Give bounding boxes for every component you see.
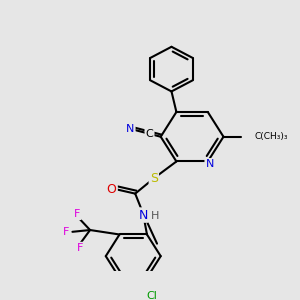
Text: C(CH₃)₃: C(CH₃)₃ [255,132,288,141]
Text: F: F [74,209,80,219]
Text: N: N [138,208,148,222]
Text: H: H [151,211,159,221]
Text: S: S [150,172,158,185]
Text: C: C [146,129,153,139]
Text: O: O [107,183,117,196]
Text: N: N [206,159,214,169]
Text: F: F [77,243,83,253]
Text: Cl: Cl [146,291,157,300]
Text: N: N [126,124,134,134]
Text: F: F [63,227,70,237]
